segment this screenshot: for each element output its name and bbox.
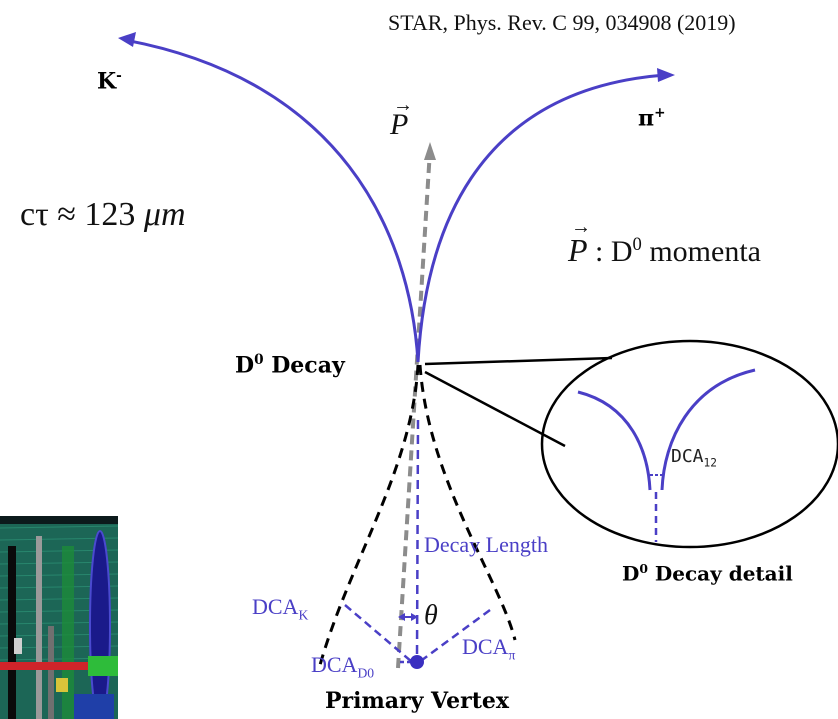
zoom-line-bottom — [424, 370, 566, 448]
dca-k-label: DCAK — [252, 594, 309, 623]
dca-12-label: DCA12 — [671, 446, 717, 470]
kaon-extrapolation — [318, 364, 420, 666]
vector-arrow-icon: → — [393, 94, 413, 116]
detail-ellipse — [540, 339, 838, 549]
detector-image — [0, 516, 118, 719]
detail-right-track — [660, 368, 756, 491]
citation-text: STAR, Phys. Rev. C 99, 034908 (2019) — [388, 10, 736, 35]
pion-label: π+ — [638, 105, 666, 132]
decay-length-line — [415, 419, 420, 659]
dca-pi-line — [421, 608, 491, 662]
decay-detail-label: D0 Decay detail — [622, 561, 793, 586]
vector-arrow-icon: → — [571, 216, 591, 238]
detail-left-track — [577, 390, 652, 491]
theta-label: θ — [424, 600, 438, 631]
dca-k-line — [344, 604, 413, 663]
lifetime-label: cτ ≈ 123 μm — [20, 196, 186, 233]
pion-track — [416, 73, 666, 363]
decay-label: D0 Decay — [235, 352, 345, 379]
pion-arrowhead — [657, 68, 675, 82]
decay-length-label: Decay Length — [424, 532, 548, 557]
primary-vertex-dot — [410, 655, 424, 669]
momentum-arrowhead — [424, 142, 436, 160]
momentum-arrow — [396, 149, 432, 669]
dca-pi-label: DCAπ — [462, 634, 516, 663]
primary-vertex-label: Primary Vertex — [325, 688, 509, 714]
momentum-legend: → P : D0 momenta — [568, 216, 761, 268]
momentum-symbol: → P — [390, 94, 413, 141]
kaon-label: K- — [97, 68, 122, 95]
pion-extrapolation — [418, 364, 517, 641]
detector-drawing — [0, 516, 118, 719]
kaon-track — [124, 38, 420, 363]
zoom-line-top — [424, 356, 613, 366]
dca-d0-label: DCAD0 — [311, 652, 375, 681]
kaon-arrowhead — [118, 32, 136, 47]
